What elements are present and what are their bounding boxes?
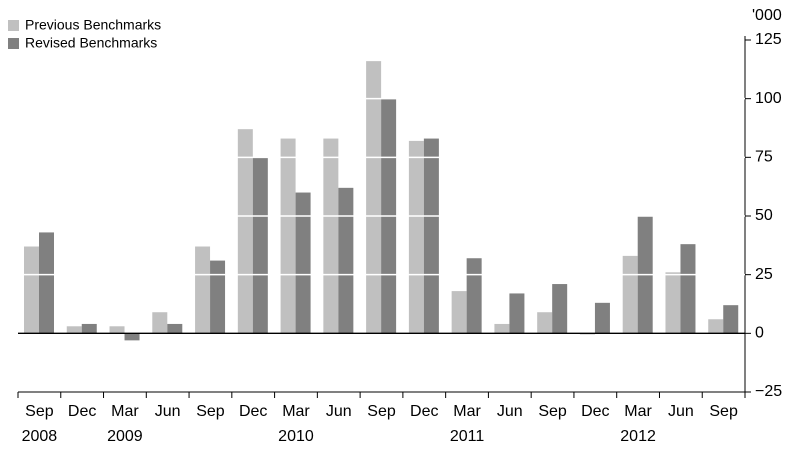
- x-tick-label: Sep: [196, 403, 225, 420]
- x-tick-label: Sep: [709, 403, 738, 420]
- x-tick-label: Sep: [538, 403, 567, 420]
- year-label: 2011: [450, 428, 485, 445]
- x-tick-label: Dec: [68, 403, 96, 420]
- bar: [295, 192, 311, 334]
- year-label: 2009: [107, 428, 143, 445]
- bar: [152, 312, 168, 334]
- year-label: 2012: [620, 428, 656, 445]
- unit-label: '000: [752, 7, 782, 24]
- bar: [124, 333, 140, 341]
- bar: [39, 232, 54, 334]
- x-tick-label: Dec: [410, 403, 438, 420]
- x-tick-label: Mar: [624, 403, 652, 420]
- x-tick-label: Mar: [453, 403, 481, 420]
- x-tick-label: Jun: [497, 403, 523, 420]
- x-tick-label: Jun: [326, 403, 352, 420]
- bar: [24, 246, 39, 334]
- legend-swatch: [8, 38, 19, 49]
- x-tick-label: Sep: [25, 403, 54, 420]
- bar: [494, 323, 510, 334]
- x-tick-label: Jun: [155, 403, 181, 420]
- bar: [680, 244, 696, 334]
- bar: [237, 129, 253, 334]
- bar: [210, 260, 226, 334]
- bar: [423, 138, 439, 334]
- bar: [252, 157, 268, 334]
- legend-label: Previous Benchmarks: [25, 17, 161, 33]
- bar: [552, 284, 568, 334]
- legend-swatch: [8, 20, 19, 31]
- bar: [466, 258, 482, 334]
- y-tick-label: −25: [755, 383, 782, 400]
- y-tick-label: 50: [755, 207, 773, 224]
- bar: [195, 246, 211, 334]
- bar: [665, 272, 681, 334]
- y-tick-label: 75: [755, 149, 773, 166]
- bar: [537, 312, 553, 334]
- bar: [338, 187, 354, 334]
- bar: [323, 138, 339, 334]
- x-tick-label: Dec: [581, 403, 609, 420]
- bar: [509, 293, 525, 334]
- bar: [708, 319, 724, 334]
- y-tick-label: 125: [755, 31, 782, 48]
- bar: [408, 140, 424, 334]
- year-label: 2008: [22, 428, 58, 445]
- legend-label: Revised Benchmarks: [25, 35, 157, 51]
- bar: [594, 302, 610, 334]
- bar: [366, 61, 382, 334]
- x-tick-label: Dec: [239, 403, 267, 420]
- bar: [66, 326, 82, 334]
- x-tick-label: Sep: [367, 403, 396, 420]
- bar: [451, 291, 467, 334]
- bar: [280, 138, 296, 334]
- x-tick-label: Mar: [282, 403, 310, 420]
- bar: [81, 323, 97, 334]
- y-tick-label: 25: [755, 266, 773, 283]
- y-tick-label: 0: [755, 325, 764, 342]
- x-tick-label: Mar: [111, 403, 139, 420]
- y-tick-label: 100: [755, 90, 782, 107]
- bar: [167, 323, 183, 334]
- bar: [723, 305, 739, 334]
- x-tick-label: Jun: [668, 403, 694, 420]
- bar: [109, 326, 125, 334]
- year-label: 2010: [278, 428, 314, 445]
- bar: [622, 255, 638, 334]
